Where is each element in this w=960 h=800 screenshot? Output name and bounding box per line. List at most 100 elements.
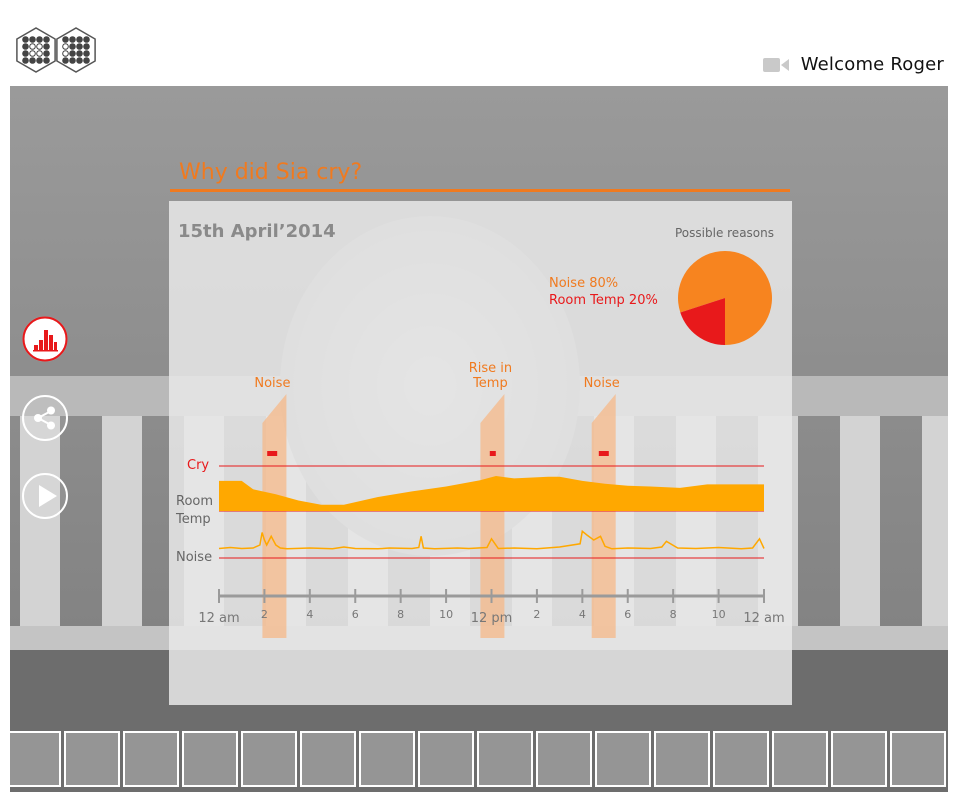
- filmstrip-thumbnail[interactable]: [359, 731, 415, 787]
- pie-slice-noise: [678, 250, 773, 345]
- logo-dot: [69, 57, 76, 64]
- annotation-band: [480, 394, 505, 638]
- logo-dot: [83, 36, 90, 43]
- main-stage: Why did Sia cry? 15th April’2014 Possibl…: [10, 86, 948, 792]
- logo-dot: [62, 36, 69, 43]
- welcome-text: Welcome Roger: [800, 54, 944, 75]
- logo-dot: [69, 50, 76, 57]
- logo-dot: [29, 50, 36, 57]
- logo-dot: [83, 50, 90, 57]
- cry-event-marker: [598, 451, 609, 456]
- annotation-label: Temp: [472, 376, 508, 391]
- logo-dot: [62, 43, 69, 50]
- logo-dot: [29, 36, 36, 43]
- logo-dot: [43, 57, 50, 64]
- reason-noise: Noise 80%: [549, 276, 619, 291]
- filmstrip-thumbnail[interactable]: [831, 731, 887, 787]
- logo-dot: [76, 50, 83, 57]
- room-temp-area: [219, 476, 764, 511]
- row-label-room-temp: Temp: [175, 512, 211, 527]
- logo-dot: [36, 43, 43, 50]
- logo-dot: [83, 57, 90, 64]
- play-button[interactable]: [22, 473, 68, 519]
- filmstrip-thumbnail[interactable]: [536, 731, 592, 787]
- logo-dot: [22, 50, 29, 57]
- reasons-pie-chart: [678, 250, 773, 345]
- logo-dot: [69, 43, 76, 50]
- panel-title: Why did Sia cry?: [170, 158, 790, 192]
- filmstrip-thumbnail[interactable]: [182, 731, 238, 787]
- filmstrip-thumbnail[interactable]: [654, 731, 710, 787]
- logo-dot: [76, 43, 83, 50]
- logo-dot: [62, 50, 69, 57]
- logo-dot: [29, 57, 36, 64]
- cry-event-marker: [489, 451, 496, 456]
- filmstrip-thumbnail[interactable]: [890, 731, 946, 787]
- filmstrip-thumbnail[interactable]: [64, 731, 120, 787]
- logo-dot: [36, 36, 43, 43]
- logo-dot: [36, 57, 43, 64]
- logo-dot: [43, 43, 50, 50]
- logo-dot: [43, 50, 50, 57]
- user-welcome[interactable]: Welcome Roger: [762, 54, 944, 75]
- filmstrip-thumbnail[interactable]: [300, 731, 356, 787]
- row-label-room-temp: Room: [176, 494, 213, 509]
- cry-event-marker: [267, 451, 278, 456]
- logo-dot: [83, 43, 90, 50]
- filmstrip-thumbnail[interactable]: [772, 731, 828, 787]
- logo-dot: [22, 43, 29, 50]
- annotation-label: Noise: [584, 376, 620, 391]
- logo-dot: [76, 36, 83, 43]
- row-label-cry: Cry: [187, 458, 209, 473]
- bar-chart-icon: [22, 316, 68, 362]
- x-tick-label: 2: [533, 608, 540, 621]
- annotation-band: [262, 394, 287, 638]
- noise-line: [218, 529, 765, 550]
- filmstrip-thumbnail[interactable]: [477, 731, 533, 787]
- logo-hex-right: [56, 27, 96, 73]
- logo-dot: [69, 36, 76, 43]
- logo-dot: [29, 43, 36, 50]
- logo-dot: [22, 57, 29, 64]
- filmstrip-thumbnail[interactable]: [713, 731, 769, 787]
- logo-dot: [22, 36, 29, 43]
- x-tick-label: 4: [579, 608, 586, 621]
- x-tick-label: 4: [306, 608, 313, 621]
- annotation-band: [591, 394, 616, 638]
- play-icon: [22, 473, 68, 519]
- x-tick-label: 12 pm: [471, 611, 513, 626]
- pie-slice-room-temp: [680, 298, 725, 345]
- report-date: 15th April’2014: [178, 221, 336, 242]
- x-tick-label: 8: [397, 608, 404, 621]
- filmstrip-thumbnail[interactable]: [241, 731, 297, 787]
- x-tick-label: 12 am: [198, 611, 239, 626]
- x-tick-label: 10: [439, 608, 453, 621]
- filmstrip-thumbnail[interactable]: [5, 731, 61, 787]
- x-tick-label: 8: [670, 608, 677, 621]
- filmstrip-thumbnail[interactable]: [595, 731, 651, 787]
- x-tick-label: 6: [624, 608, 631, 621]
- x-tick-label: 2: [261, 608, 268, 621]
- logo-dot: [36, 50, 43, 57]
- logo-dot: [43, 36, 50, 43]
- x-tick-label: 10: [712, 608, 726, 621]
- logo-dot: [62, 57, 69, 64]
- hex-dots-logo[interactable]: [14, 24, 98, 76]
- stats-button[interactable]: [22, 316, 68, 362]
- x-tick-label: 6: [352, 608, 359, 621]
- cry-analysis-card: 15th April’2014 Possible reasons Noise 8…: [169, 201, 792, 705]
- logo-hex-left: [16, 27, 56, 73]
- logo-dot: [76, 57, 83, 64]
- video-camera-icon[interactable]: [762, 56, 789, 74]
- possible-reasons-label: Possible reasons: [675, 226, 774, 240]
- x-tick-label: 12 am: [743, 611, 784, 626]
- video-filmstrip: [0, 731, 960, 787]
- reason-room-temp: Room Temp 20%: [549, 293, 658, 308]
- annotation-label: Rise in: [469, 361, 512, 376]
- share-button[interactable]: [22, 395, 68, 441]
- row-label-noise: Noise: [176, 550, 212, 565]
- filmstrip-thumbnail[interactable]: [123, 731, 179, 787]
- annotation-label: Noise: [254, 376, 290, 391]
- filmstrip-thumbnail[interactable]: [418, 731, 474, 787]
